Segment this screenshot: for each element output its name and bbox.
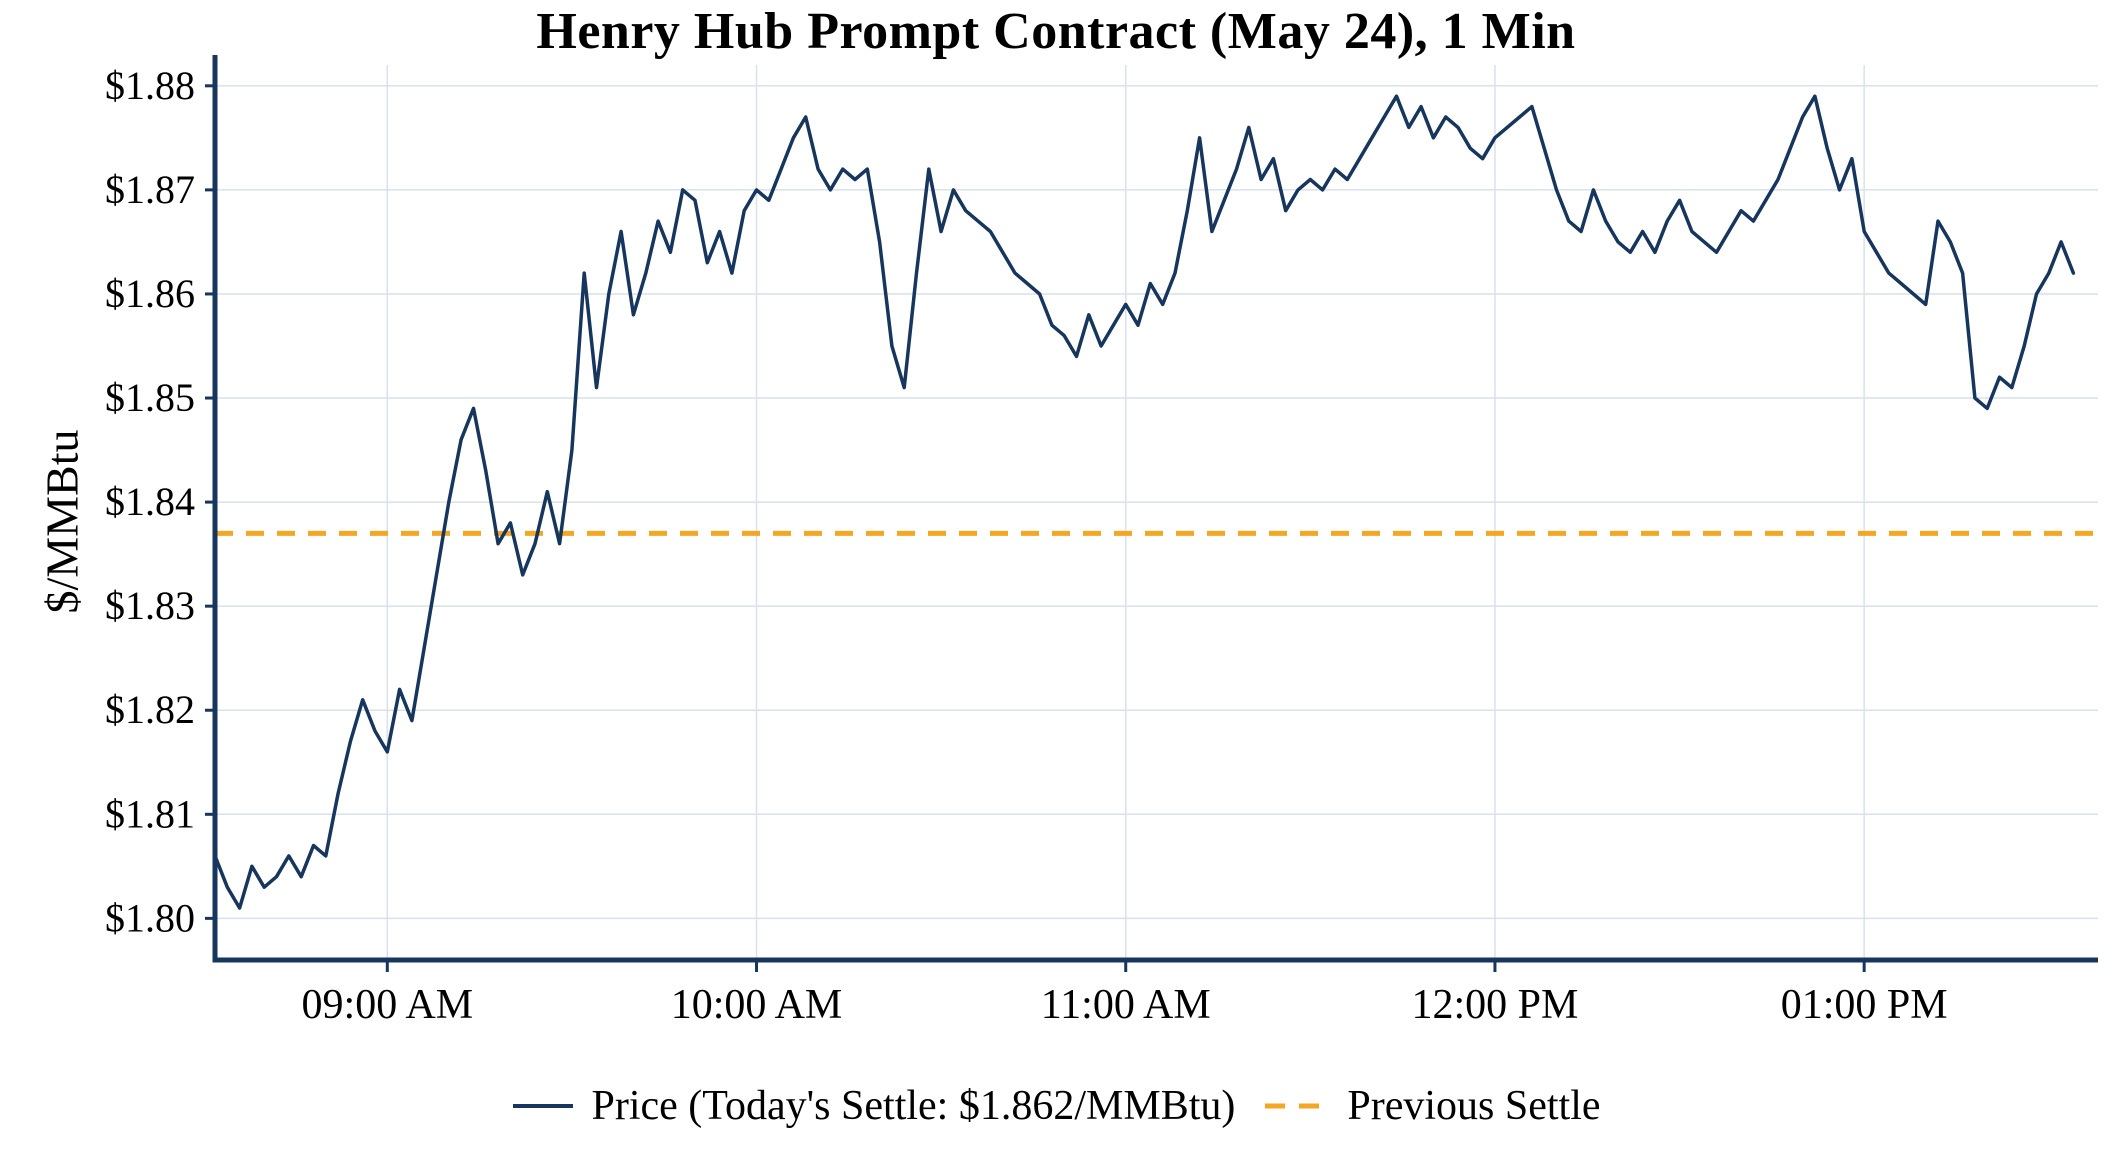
y-tick-label: $1.88: [105, 63, 195, 108]
x-tick-label: 12:00 PM: [1412, 982, 1579, 1028]
y-tick-label: $1.83: [105, 583, 195, 628]
legend-item-price: Price (Today's Settle: $1.862/MMBtu): [511, 1082, 1235, 1130]
x-tick-label: 11:00 AM: [1041, 982, 1211, 1028]
price-line: [213, 94, 2076, 910]
y-tick-label: $1.84: [105, 479, 195, 524]
price-line-swatch: [513, 1104, 574, 1108]
legend-price-label: Price (Today's Settle: $1.862/MMBtu): [591, 1083, 1236, 1129]
settle-line-swatch: [1265, 1103, 1330, 1109]
chart-title: Henry Hub Prompt Contract (May 24), 1 Mi…: [536, 3, 1576, 60]
y-tick-label: $1.85: [105, 375, 195, 420]
x-tick-label: 10:00 AM: [671, 982, 843, 1028]
legend: Price (Today's Settle: $1.862/MMBtu) Pre…: [0, 1082, 2112, 1130]
x-tick-label: 01:00 PM: [1781, 982, 1948, 1028]
y-tick-label: $1.86: [105, 271, 195, 316]
y-tick-label: $1.82: [105, 687, 195, 732]
y-tick-label: $1.87: [105, 167, 195, 212]
y-tick-label: $1.81: [105, 791, 195, 836]
legend-settle-label: Previous Settle: [1347, 1083, 1601, 1129]
x-tick-label: 09:00 AM: [302, 982, 474, 1028]
legend-item-previous-settle: Previous Settle: [1263, 1082, 1601, 1130]
price-chart: $1.80 $1.81 $1.82 $1.83 $1.84 $1.85 $1.86 $1.87…: [105, 55, 2098, 1028]
y-tick-label: $1.80: [105, 895, 195, 940]
